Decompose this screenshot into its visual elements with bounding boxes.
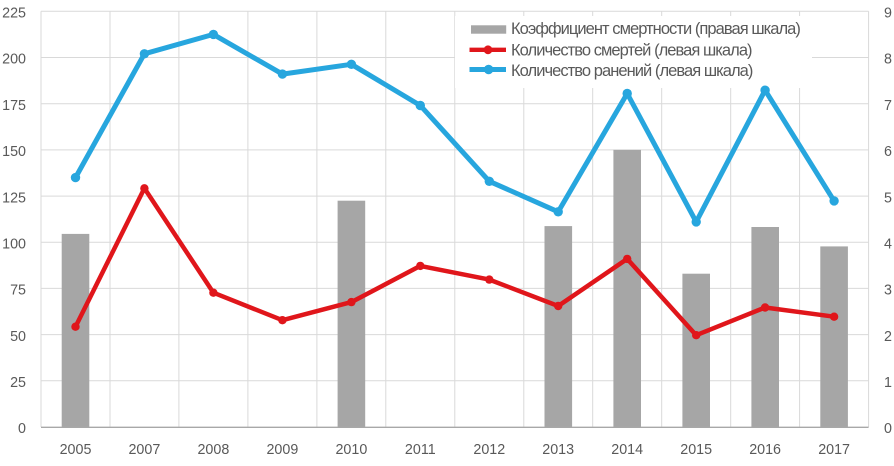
svg-text:5: 5	[884, 190, 892, 206]
svg-text:Количество смертей (левая шкал: Количество смертей (левая шкала)	[511, 42, 752, 60]
svg-text:50: 50	[10, 329, 26, 345]
svg-text:9: 9	[884, 6, 892, 22]
svg-text:2007: 2007	[128, 442, 160, 458]
svg-text:4: 4	[884, 236, 892, 252]
svg-text:2012: 2012	[473, 442, 505, 458]
svg-text:7: 7	[884, 98, 892, 114]
svg-text:75: 75	[10, 283, 26, 299]
svg-text:1: 1	[884, 375, 892, 391]
svg-text:Коэффициент смертности (правая: Коэффициент смертности (правая шкала)	[511, 20, 800, 38]
svg-text:2011: 2011	[405, 442, 436, 458]
svg-text:2010: 2010	[335, 442, 367, 458]
svg-text:150: 150	[2, 144, 26, 160]
svg-text:0: 0	[884, 421, 892, 437]
svg-text:125: 125	[2, 190, 26, 206]
svg-text:175: 175	[2, 98, 26, 114]
svg-text:2017: 2017	[818, 442, 850, 458]
svg-text:2013: 2013	[542, 442, 574, 458]
svg-text:100: 100	[2, 236, 26, 252]
svg-text:Количество ранений (левая шкал: Количество ранений (левая шкала)	[511, 62, 753, 80]
svg-text:2009: 2009	[266, 442, 298, 458]
svg-text:25: 25	[10, 375, 26, 391]
svg-text:225: 225	[2, 6, 26, 22]
svg-text:2008: 2008	[197, 442, 229, 458]
svg-text:6: 6	[884, 144, 892, 160]
svg-text:2014: 2014	[611, 442, 643, 458]
svg-text:2015: 2015	[680, 442, 712, 458]
svg-text:2: 2	[884, 329, 892, 345]
svg-text:8: 8	[884, 52, 892, 68]
svg-text:3: 3	[884, 283, 892, 299]
svg-text:200: 200	[2, 52, 26, 68]
svg-text:2005: 2005	[60, 442, 92, 458]
svg-text:0: 0	[18, 421, 26, 437]
svg-text:2016: 2016	[749, 442, 781, 458]
